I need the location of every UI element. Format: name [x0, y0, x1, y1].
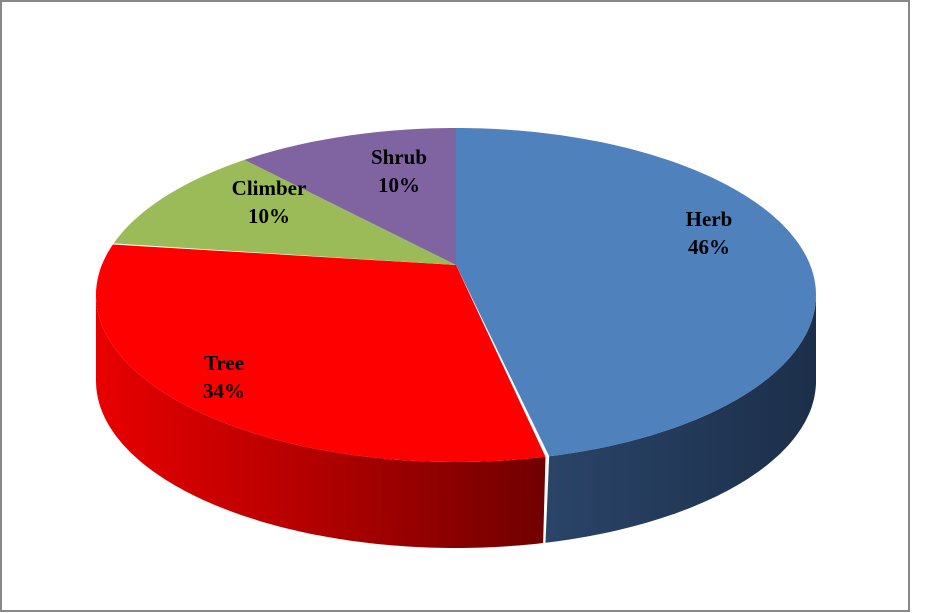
slice-climber [113, 159, 456, 265]
slice-value-tree: 34% [203, 379, 245, 403]
slice-value-herb: 46% [688, 235, 730, 259]
slice-herb [456, 128, 816, 457]
slice-label-climber: Climber [232, 176, 307, 200]
slice-label-herb: Herb [686, 207, 733, 231]
slice-shrub [244, 128, 456, 265]
slice-label-tree: Tree [204, 351, 244, 375]
slice-value-climber: 10% [248, 204, 290, 228]
slice-value-shrub: 10% [378, 173, 420, 197]
slice-side-tree [96, 296, 546, 548]
slice-side-herb [545, 295, 816, 543]
slice-tree [96, 244, 546, 462]
slice-label-shrub: Shrub [371, 145, 427, 169]
